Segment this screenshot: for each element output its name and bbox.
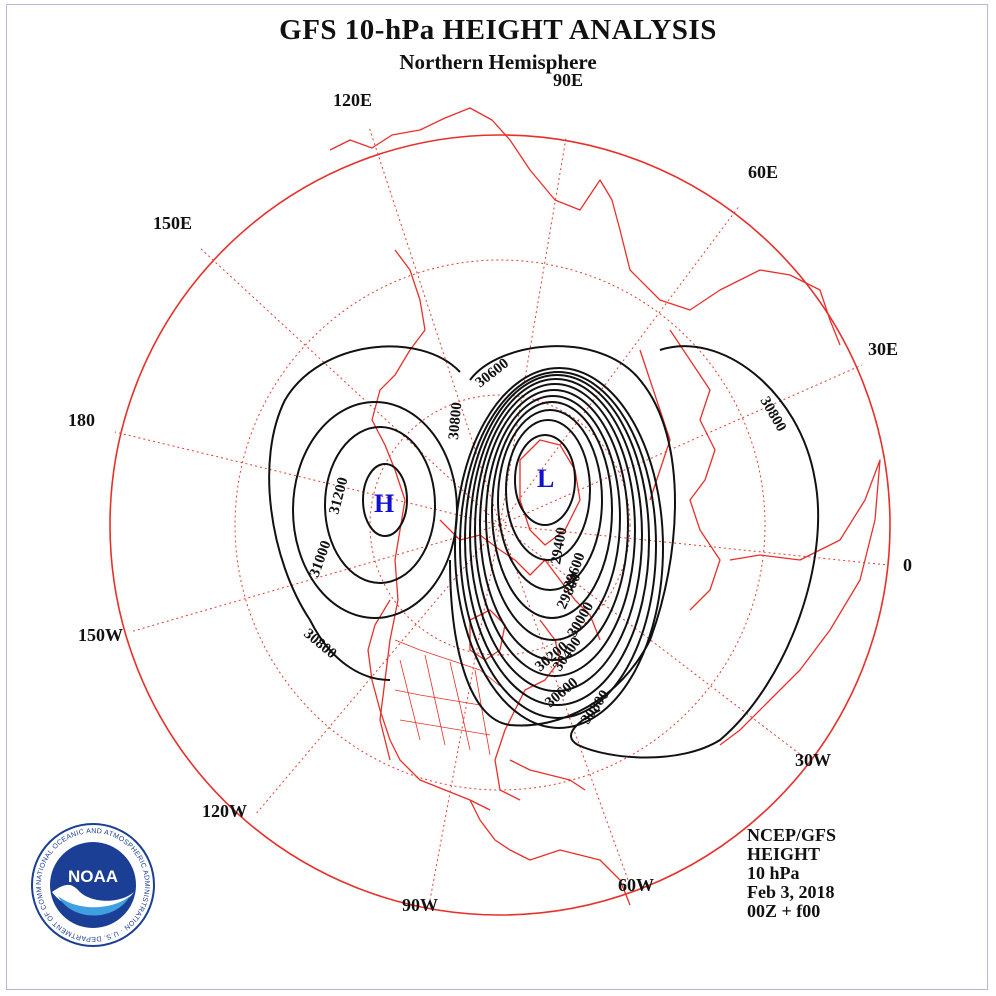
border-states-2	[424, 654, 446, 746]
height-contours	[268, 345, 820, 759]
coast-north-america-west	[367, 599, 491, 811]
contour-label-30800-nw: 30800	[446, 402, 465, 441]
low-center-label: L	[537, 464, 554, 493]
coast-central-america	[469, 799, 531, 861]
meridian-0	[499, 524, 889, 566]
lon-label-180: 180	[68, 410, 95, 430]
border-states-5	[394, 689, 481, 706]
meridian-180	[114, 431, 501, 526]
lon-label-90e: 90E	[553, 70, 584, 90]
coast-east-asia	[379, 469, 406, 761]
meridian-150w	[129, 524, 501, 633]
coast-siberia	[329, 107, 841, 346]
coast-caribbean	[509, 759, 586, 791]
latitude-circle-60n	[369, 394, 631, 656]
lon-label-120e: 120E	[333, 90, 373, 110]
chart-subtitle: Northern Hemisphere	[399, 50, 597, 74]
coast-north-america-east	[494, 619, 561, 801]
info-date: Feb 3, 2018	[747, 882, 835, 902]
meridian-150e	[199, 247, 501, 526]
coast-south-america	[529, 849, 631, 906]
lon-label-60e: 60E	[748, 162, 779, 182]
border-states-6	[399, 719, 491, 736]
noaa-logo-icon: NATIONAL OCEANIC AND ATMOSPHERIC ADMINIS…	[30, 822, 155, 947]
meridian-90e	[499, 137, 567, 526]
contour-high-31400	[362, 463, 408, 537]
lon-label-90w: 90W	[402, 895, 438, 915]
border-states-1	[399, 659, 421, 741]
contour-label-30800-w: 30800	[300, 626, 339, 662]
meridian-90w	[429, 524, 501, 901]
contour-label-29400: 29400	[548, 526, 570, 566]
hemisphere-boundary	[109, 134, 891, 916]
lon-label-150e: 150E	[153, 213, 193, 233]
contour-low-30600	[449, 345, 676, 727]
meridian-120w	[254, 524, 501, 816]
border-states-3	[449, 661, 471, 751]
contour-high-30800	[268, 345, 461, 681]
contour-label-30800-e: 30800	[757, 394, 790, 434]
high-center-label: H	[374, 489, 394, 518]
figure-frame	[6, 4, 988, 990]
lon-label-120w: 120W	[202, 801, 247, 821]
coast-kamchatka	[371, 249, 426, 471]
lon-label-30w: 30W	[795, 750, 831, 770]
chart-title: GFS 10-hPa HEIGHT ANALYSIS	[279, 14, 717, 46]
contour-label-31000: 31000	[307, 539, 335, 580]
coastlines	[329, 107, 881, 906]
coast-hudson-bay	[469, 609, 506, 661]
contour-low-set	[454, 367, 664, 729]
lon-label-30e: 30E	[868, 339, 899, 359]
info-cycle: 00Z + f00	[747, 901, 821, 921]
lon-label-0: 0	[903, 555, 912, 575]
coast-europe	[669, 329, 721, 611]
border-us-canada	[394, 639, 506, 691]
product-info: NCEP/GFS HEIGHT 10 hPa Feb 3, 2018 00Z +…	[747, 826, 836, 921]
contour-high-31200	[324, 426, 436, 584]
info-field: HEIGHT	[747, 844, 821, 864]
coast-africa	[719, 459, 881, 746]
border-states-4	[474, 669, 491, 756]
info-level: 10 hPa	[747, 863, 800, 883]
contour-east-30800	[570, 345, 820, 759]
meridian-30e	[499, 364, 863, 526]
noaa-logo-text: NOAA	[68, 867, 118, 886]
lon-label-60w: 60W	[618, 875, 654, 895]
info-source: NCEP/GFS	[747, 825, 837, 845]
meridian-30w	[499, 524, 806, 759]
meridian-60e	[499, 204, 741, 526]
political-borders	[394, 639, 506, 756]
lon-label-150w: 150W	[78, 625, 123, 645]
longitude-grid	[114, 126, 889, 901]
contour-label-31200: 31200	[326, 476, 351, 516]
